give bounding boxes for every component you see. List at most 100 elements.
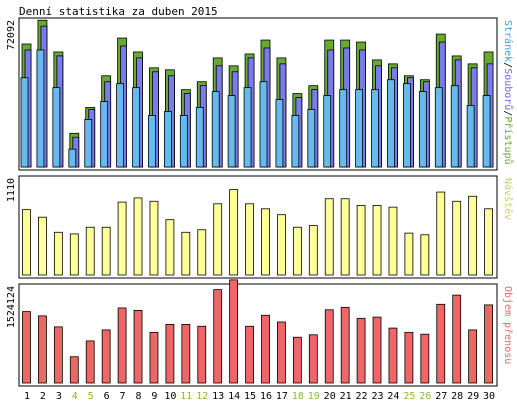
bar-visits-day-17 bbox=[277, 214, 286, 276]
bar-visits-day-12 bbox=[197, 229, 207, 276]
bar-visits-day-26 bbox=[420, 234, 430, 276]
x-label-day-12: 12 bbox=[196, 391, 208, 402]
bar-visits-day-30 bbox=[484, 208, 493, 276]
chart-title: Denní statistika za duben 2015 bbox=[19, 5, 218, 18]
x-label-day-28: 28 bbox=[451, 391, 463, 402]
bar-pages-day-30 bbox=[482, 95, 491, 168]
bar-visits-day-21 bbox=[340, 198, 350, 276]
bar-pages-day-6 bbox=[100, 101, 109, 168]
bar-visits-day-1 bbox=[22, 209, 31, 276]
bar-kbytes-day-30 bbox=[484, 304, 493, 384]
legend-part-hits-files-pages-3: / bbox=[502, 110, 513, 116]
bar-kbytes-day-20 bbox=[324, 309, 334, 384]
bar-kbytes-day-2 bbox=[38, 315, 47, 384]
panel-frame-visits bbox=[18, 175, 498, 279]
bar-pages-day-29 bbox=[466, 105, 475, 168]
panel-kbytes: 1524124 Objem přenosu bbox=[6, 279, 514, 387]
bar-visits-day-22 bbox=[356, 205, 366, 276]
bar-visits-day-4 bbox=[69, 233, 79, 276]
bar-visits-day-16 bbox=[261, 208, 270, 276]
bar-kbytes-day-25 bbox=[404, 331, 414, 384]
bar-kbytes-day-4 bbox=[69, 356, 79, 384]
bar-kbytes-day-16 bbox=[261, 314, 270, 384]
bar-visits-day-11 bbox=[181, 231, 191, 276]
x-label-day-23: 23 bbox=[371, 391, 383, 402]
series-legend-hits-files-pages: Stránek/Souborů/Přístupů bbox=[502, 20, 514, 165]
bar-kbytes-day-18 bbox=[292, 336, 302, 384]
bar-kbytes-day-26 bbox=[420, 333, 430, 384]
bar-pages-day-28 bbox=[450, 85, 459, 168]
x-label-day-18: 18 bbox=[292, 391, 304, 402]
bar-pages-day-17 bbox=[275, 99, 284, 168]
bar-pages-day-3 bbox=[52, 87, 61, 168]
bar-pages-day-2 bbox=[36, 49, 45, 168]
x-label-day-19: 19 bbox=[308, 391, 320, 402]
x-label-day-5: 5 bbox=[88, 391, 94, 402]
bar-visits-day-14 bbox=[229, 189, 239, 276]
bar-kbytes-day-17 bbox=[277, 321, 286, 384]
bar-pages-day-14 bbox=[227, 95, 236, 168]
panel-frame-kbytes bbox=[18, 283, 498, 387]
x-label-day-15: 15 bbox=[244, 391, 256, 402]
bar-visits-day-7 bbox=[117, 201, 127, 276]
x-axis-labels: 1 2 3 4 5 6 7 8 9 10 11 12 13 14 15 16 17 18 19 20 21 22 23 24 2… bbox=[24, 391, 495, 402]
bar-kbytes-day-21 bbox=[340, 306, 350, 384]
bar-kbytes-day-6 bbox=[101, 329, 111, 384]
legend-part-hits-files-pages-4: Přístupů bbox=[502, 116, 514, 164]
x-label-day-30: 30 bbox=[483, 391, 495, 402]
x-label-day-24: 24 bbox=[387, 391, 399, 402]
bar-kbytes-day-10 bbox=[165, 324, 175, 384]
bar-pages-day-25 bbox=[402, 83, 411, 168]
max-label-visits: 1110 bbox=[6, 178, 17, 202]
bar-pages-day-21 bbox=[339, 89, 348, 168]
x-label-day-26: 26 bbox=[419, 391, 431, 402]
bar-visits-day-2 bbox=[38, 216, 47, 276]
x-label-day-10: 10 bbox=[164, 391, 176, 402]
bar-pages-day-24 bbox=[387, 79, 395, 168]
bar-kbytes-day-9 bbox=[149, 331, 159, 384]
bar-pages-day-11 bbox=[179, 115, 188, 168]
bar-pages-day-23 bbox=[371, 89, 379, 168]
bar-kbytes-day-3 bbox=[53, 326, 63, 384]
bar-kbytes-day-29 bbox=[468, 329, 478, 384]
bar-visits-day-13 bbox=[213, 203, 223, 276]
bar-visits-day-19 bbox=[308, 225, 318, 276]
bar-visits-day-25 bbox=[404, 232, 414, 276]
x-label-day-3: 3 bbox=[56, 391, 62, 402]
bar-kbytes-day-15 bbox=[245, 325, 254, 384]
x-label-day-13: 13 bbox=[212, 391, 224, 402]
x-label-day-27: 27 bbox=[435, 391, 447, 402]
legend-part-visits-0: Návštěv bbox=[502, 178, 514, 220]
x-label-day-21: 21 bbox=[340, 391, 352, 402]
bar-kbytes-day-11 bbox=[181, 324, 191, 384]
x-label-day-2: 2 bbox=[40, 391, 46, 402]
bar-visits-day-29 bbox=[468, 195, 478, 276]
bar-visits-day-3 bbox=[53, 231, 63, 276]
bar-pages-day-22 bbox=[355, 89, 364, 168]
bar-visits-day-10 bbox=[165, 219, 175, 276]
x-label-day-29: 29 bbox=[467, 391, 479, 402]
bar-kbytes-day-28 bbox=[452, 294, 462, 384]
x-label-day-4: 4 bbox=[72, 391, 78, 402]
bar-visits-day-8 bbox=[133, 197, 143, 276]
bar-kbytes-day-8 bbox=[133, 309, 143, 384]
bar-pages-day-16 bbox=[259, 81, 268, 168]
bar-kbytes-day-1 bbox=[22, 311, 31, 384]
series-legend-visits: Návštěv bbox=[502, 178, 514, 220]
bar-visits-day-24 bbox=[388, 206, 398, 276]
x-label-day-9: 9 bbox=[151, 391, 157, 402]
bar-kbytes-day-7 bbox=[117, 307, 127, 384]
x-label-day-8: 8 bbox=[135, 391, 141, 402]
panel-hits-files-pages: 72092 Stránek/Souborů/Přístupů bbox=[6, 17, 514, 171]
max-label-kbytes: 1524124 bbox=[6, 286, 17, 328]
bar-visits-day-9 bbox=[149, 200, 159, 276]
bar-kbytes-day-12 bbox=[197, 325, 207, 384]
legend-part-hits-files-pages-0: Stránek bbox=[502, 20, 514, 62]
bar-kbytes-day-5 bbox=[85, 340, 95, 384]
bar-kbytes-day-22 bbox=[356, 317, 366, 384]
bar-visits-day-15 bbox=[245, 203, 254, 276]
x-label-day-14: 14 bbox=[228, 391, 240, 402]
